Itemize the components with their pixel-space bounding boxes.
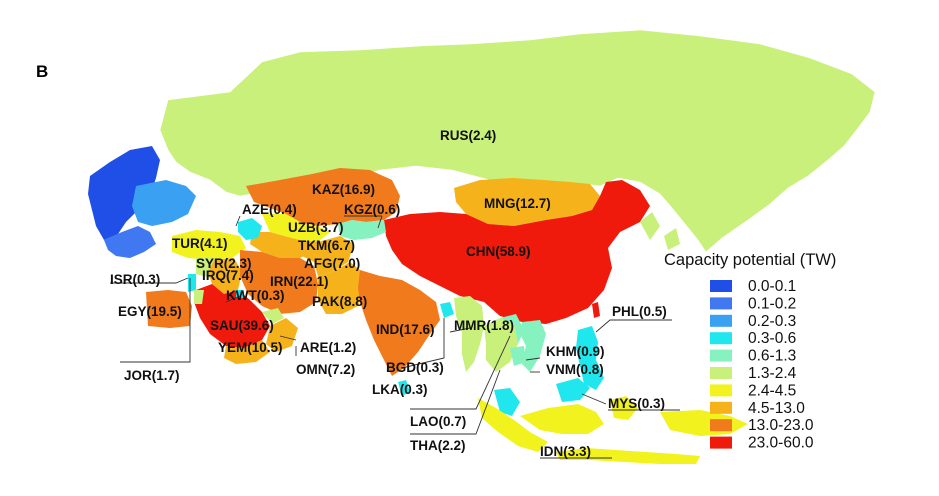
region-bgd [440, 302, 454, 318]
label-mys: MYS(0.3) [608, 396, 665, 411]
region-europe-west [88, 146, 160, 240]
leader-lines [110, 215, 680, 459]
legend-label: 0.6-1.3 [748, 348, 796, 365]
region-kgz [338, 220, 386, 240]
region-sau [194, 284, 270, 348]
label-pak: PAK(8.8) [312, 294, 367, 309]
label-vnm: VNM(0.8) [546, 362, 604, 377]
label-kgz: KGZ(0.6) [344, 202, 400, 217]
label-phl: PHL(0.5) [612, 304, 667, 319]
region-phl [576, 326, 604, 390]
legend-label: 4.5-13.0 [748, 400, 805, 417]
label-ind: IND(17.6) [376, 322, 435, 337]
label-aze: AZE(0.4) [242, 202, 297, 217]
region-pak [318, 262, 364, 314]
region-lka [398, 380, 410, 396]
label-chn: CHN(58.9) [466, 244, 531, 259]
region-kwt [236, 290, 244, 298]
region-mys [494, 378, 590, 416]
label-uzb: UZB(3.7) [288, 220, 344, 235]
region-jpn [640, 212, 680, 250]
legend-items: 0.0-0.10.1-0.20.2-0.30.3-0.60.6-1.31.3-2… [710, 278, 814, 452]
region-tur [172, 230, 246, 260]
region-omn [266, 318, 298, 352]
legend-label: 0.0-0.1 [748, 278, 796, 295]
region-kaz [246, 168, 400, 226]
region-twn [592, 302, 600, 318]
label-mmr: MMR(1.8) [454, 318, 514, 333]
legend-label: 1.3-2.4 [748, 365, 797, 382]
region-khm [510, 346, 526, 366]
label-tha: THA(2.2) [410, 438, 466, 453]
label-tur: TUR(4.1) [172, 236, 228, 251]
label-lka: LKA(0.3) [372, 382, 428, 397]
legend-swatch [710, 384, 732, 397]
region-are [262, 308, 284, 324]
region-idn [478, 396, 748, 464]
label-are: ARE(1.2) [300, 340, 356, 355]
legend-label: 0.2-0.3 [748, 313, 796, 330]
country-labels: RUS(2.4) KAZ(16.9) MNG(12.7) CHN(58.9) A… [110, 128, 667, 459]
region-isr [188, 274, 196, 292]
region-irq [208, 258, 242, 294]
label-tkm: TKM(6.7) [298, 238, 355, 253]
legend-swatch [710, 314, 732, 327]
legend-label: 23.0-60.0 [748, 435, 814, 452]
region-vnm [520, 320, 546, 372]
legend-swatch [710, 297, 732, 310]
label-syr: SYR(2.3) [196, 256, 252, 271]
region-yem [224, 340, 270, 364]
region-tkm [250, 232, 316, 258]
label-egy: EGY(19.5) [118, 304, 182, 319]
region-irn [240, 250, 318, 314]
label-khm: KHM(0.9) [546, 344, 605, 359]
region-mng [454, 178, 600, 226]
legend-swatch [710, 401, 732, 414]
region-europe-east [132, 180, 196, 226]
legend-label: 13.0-23.0 [748, 417, 814, 434]
legend-swatch [710, 436, 732, 449]
label-kwt: KWT(0.3) [226, 288, 285, 303]
label-omn: OMN(7.2) [296, 362, 355, 377]
region-lao [500, 314, 524, 344]
label-kaz: KAZ(16.9) [312, 182, 375, 197]
legend-swatch [710, 367, 732, 379]
label-bgd: BGD(0.3) [386, 360, 444, 375]
region-tha [484, 318, 518, 372]
label-mng: MNG(12.7) [484, 196, 551, 211]
label-rus: RUS(2.4) [440, 128, 496, 143]
label-idn: IDN(3.3) [540, 444, 591, 459]
legend-swatch [710, 280, 732, 292]
region-uzb [262, 214, 330, 242]
label-jor: JOR(1.7) [124, 368, 180, 383]
legend-label: 2.4-4.5 [748, 382, 796, 399]
region-aze [238, 218, 262, 240]
label-sau: SAU(39.6) [210, 318, 274, 333]
legend-swatch [710, 332, 732, 345]
label-isr: ISR(0.3) [110, 272, 160, 287]
legend-swatch [710, 349, 732, 362]
label-yem: YEM(10.5) [218, 340, 283, 355]
legend-swatch [710, 419, 732, 432]
panel-letter: B [36, 62, 49, 81]
label-lao: LAO(0.7) [410, 414, 466, 429]
label-afg: AFG(7.0) [304, 256, 360, 271]
region-jor [194, 290, 204, 304]
region-europe-south [104, 226, 156, 258]
region-egy [146, 290, 192, 328]
legend-label: 0.1-0.2 [748, 295, 796, 312]
region-ind [358, 270, 440, 376]
region-chn [384, 180, 650, 324]
label-irn: IRN(22.1) [270, 274, 329, 289]
region-afg [300, 236, 354, 276]
region-mmr [454, 296, 484, 372]
legend-label: 0.3-0.6 [748, 330, 796, 347]
legend: Capacity potential (TW) 0.0-0.10.1-0.20.… [664, 251, 836, 452]
legend-title: Capacity potential (TW) [664, 251, 836, 269]
label-irq: IRQ(7.4) [202, 268, 254, 283]
